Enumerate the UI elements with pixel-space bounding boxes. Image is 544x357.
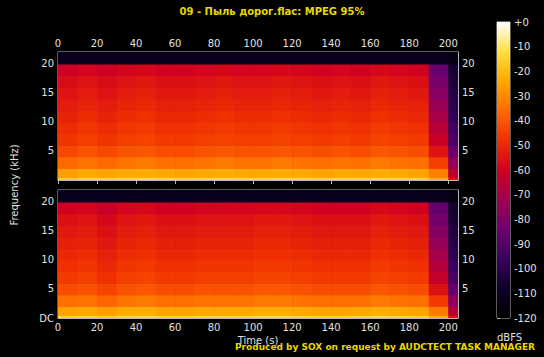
svg-text:-30: -30 [514, 91, 530, 102]
svg-text:200: 200 [439, 322, 458, 333]
svg-text:40: 40 [130, 322, 143, 333]
svg-text:20: 20 [91, 322, 104, 333]
svg-text:Time (s): Time (s) [237, 334, 279, 346]
svg-text:10: 10 [41, 116, 54, 127]
svg-text:15: 15 [462, 87, 475, 98]
svg-text:140: 140 [322, 322, 341, 333]
svg-text:-10: -10 [514, 41, 530, 52]
svg-text:Produced by SOX on request by: Produced by SOX on request by AUDCTECT T… [235, 342, 535, 352]
svg-text:0: 0 [55, 38, 61, 49]
svg-text:-70: -70 [514, 189, 530, 200]
svg-text:120: 120 [283, 38, 302, 49]
svg-text:-100: -100 [514, 263, 537, 274]
svg-text:15: 15 [41, 87, 54, 98]
svg-text:0: 0 [55, 322, 61, 333]
svg-text:15: 15 [462, 225, 475, 236]
svg-text:-110: -110 [514, 288, 537, 299]
svg-text:20: 20 [91, 38, 104, 49]
svg-text:+0: +0 [514, 17, 529, 28]
svg-text:180: 180 [400, 322, 419, 333]
svg-text:80: 80 [208, 38, 221, 49]
svg-text:80: 80 [208, 322, 221, 333]
svg-text:09 - Пыль дорог.flac: MPEG 95%: 09 - Пыль дорог.flac: MPEG 95% [180, 6, 365, 17]
svg-text:10: 10 [462, 254, 475, 265]
svg-text:200: 200 [439, 38, 458, 49]
svg-text:20: 20 [41, 196, 54, 207]
svg-text:20: 20 [462, 58, 475, 69]
svg-text:60: 60 [169, 322, 182, 333]
svg-text:60: 60 [169, 38, 182, 49]
svg-text:15: 15 [41, 225, 54, 236]
svg-text:-80: -80 [514, 214, 530, 225]
svg-text:120: 120 [283, 322, 302, 333]
svg-text:100: 100 [244, 38, 263, 49]
svg-text:-40: -40 [514, 115, 530, 126]
svg-text:40: 40 [130, 38, 143, 49]
svg-text:DC: DC [39, 313, 54, 324]
svg-text:20: 20 [462, 196, 475, 207]
svg-text:-60: -60 [514, 165, 530, 176]
svg-text:100: 100 [244, 322, 263, 333]
svg-text:dBFS: dBFS [497, 331, 523, 343]
svg-text:20: 20 [41, 58, 54, 69]
svg-text:5: 5 [48, 283, 54, 294]
svg-text:140: 140 [322, 38, 341, 49]
svg-text:160: 160 [361, 38, 380, 49]
svg-text:10: 10 [462, 116, 475, 127]
svg-text:Frequency (kHz): Frequency (kHz) [9, 144, 20, 225]
svg-text:-20: -20 [514, 66, 530, 77]
svg-text:5: 5 [462, 145, 468, 156]
svg-text:5: 5 [48, 145, 54, 156]
svg-text:10: 10 [41, 254, 54, 265]
svg-text:180: 180 [400, 38, 419, 49]
svg-text:-120: -120 [514, 313, 537, 324]
svg-text:-90: -90 [514, 239, 530, 250]
svg-text:5: 5 [462, 283, 468, 294]
svg-text:-50: -50 [514, 140, 530, 151]
svg-text:160: 160 [361, 322, 380, 333]
